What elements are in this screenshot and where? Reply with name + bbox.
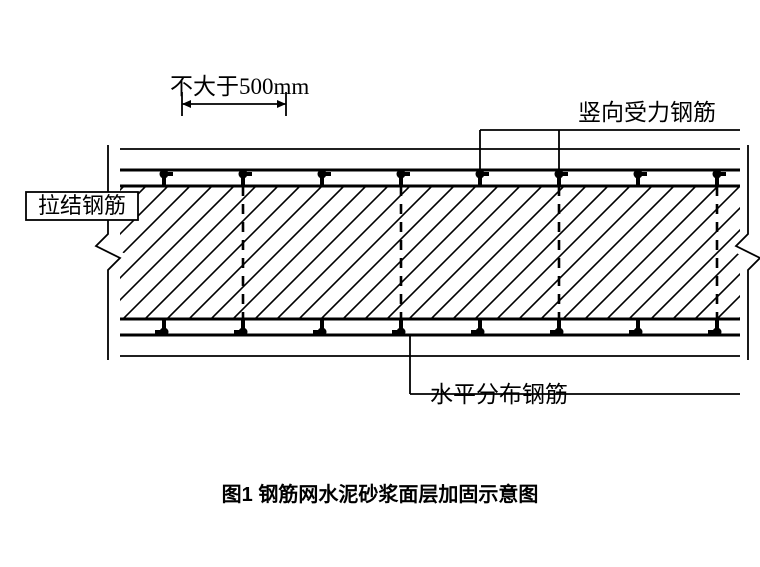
svg-text:拉结钢筋: 拉结钢筋 — [38, 193, 126, 218]
reinforcement-diagram: 不大于500mm 竖向受力钢筋水平分布钢筋 拉结钢筋 — [0, 0, 760, 440]
svg-text:不大于500mm: 不大于500mm — [170, 74, 309, 99]
svg-text:竖向受力钢筋: 竖向受力钢筋 — [578, 100, 716, 125]
svg-text:水平分布钢筋: 水平分布钢筋 — [430, 382, 568, 407]
figure-caption: 图1 钢筋网水泥砂浆面层加固示意图 — [0, 478, 760, 507]
